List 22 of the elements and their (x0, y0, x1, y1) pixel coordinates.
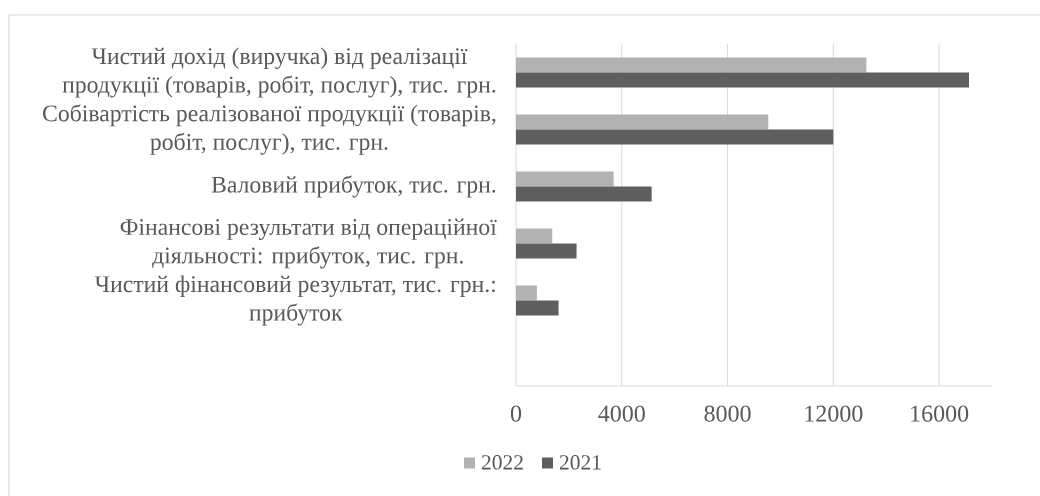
x-tick-label: 4000 (598, 405, 645, 422)
bar (516, 72, 969, 88)
bar (516, 186, 652, 202)
y-tick-label: Чистий фінансовий результат, тис. грн.: прибуток (94, 275, 495, 326)
bar (516, 171, 614, 187)
x-tick-label: 8000 (704, 405, 751, 422)
x-tick-label: 0 (510, 405, 522, 422)
legend-label: 2022 (481, 455, 523, 470)
bar (516, 285, 537, 301)
y-tick-label: Валовий прибуток, тис. грн. (211, 175, 496, 198)
x-tick-label: 12000 (805, 405, 863, 422)
bar (516, 243, 577, 259)
bar (516, 300, 559, 316)
bar (516, 129, 834, 145)
legend-label: 2021 (559, 455, 601, 470)
x-tick-label: 16000 (911, 405, 969, 422)
bar (516, 57, 867, 73)
y-tick-label: Собівартість реалізованої продукції (товарів, робіт, послуг), тис. грн. (43, 104, 496, 155)
bar (516, 228, 553, 244)
bar (516, 114, 769, 130)
y-tick-label: Фінансові результати від операційної діяльності: прибуток, тис. грн. (120, 218, 497, 269)
y-tick-label: Чистий дохід (виручка) від реалізації продукції (товарів, робіт, послуг), тис. грн. (62, 47, 496, 98)
